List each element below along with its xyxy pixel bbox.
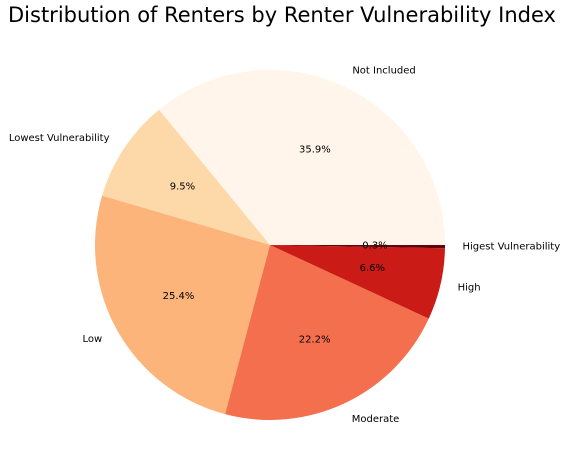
slice-label-lowest-vulnerability: Lowest Vulnerability xyxy=(9,133,110,144)
pct-label-lowest-vulnerability: 9.5% xyxy=(170,182,195,193)
pct-label-low: 25.4% xyxy=(163,291,195,302)
slice-label-low: Low xyxy=(83,334,103,345)
pct-label-higest-vulnerability: 0.3% xyxy=(362,240,387,251)
pct-label-moderate: 22.2% xyxy=(299,335,331,346)
pct-label-high: 6.6% xyxy=(360,263,385,274)
pct-label-not-included: 35.9% xyxy=(299,145,331,156)
slice-label-not-included: Not Included xyxy=(352,65,415,76)
slice-label-moderate: Moderate xyxy=(352,414,400,425)
slice-label-high: High xyxy=(458,283,481,294)
pie-slices xyxy=(95,70,445,420)
slice-label-higest-vulnerability: Higest Vulnerability xyxy=(462,241,560,252)
